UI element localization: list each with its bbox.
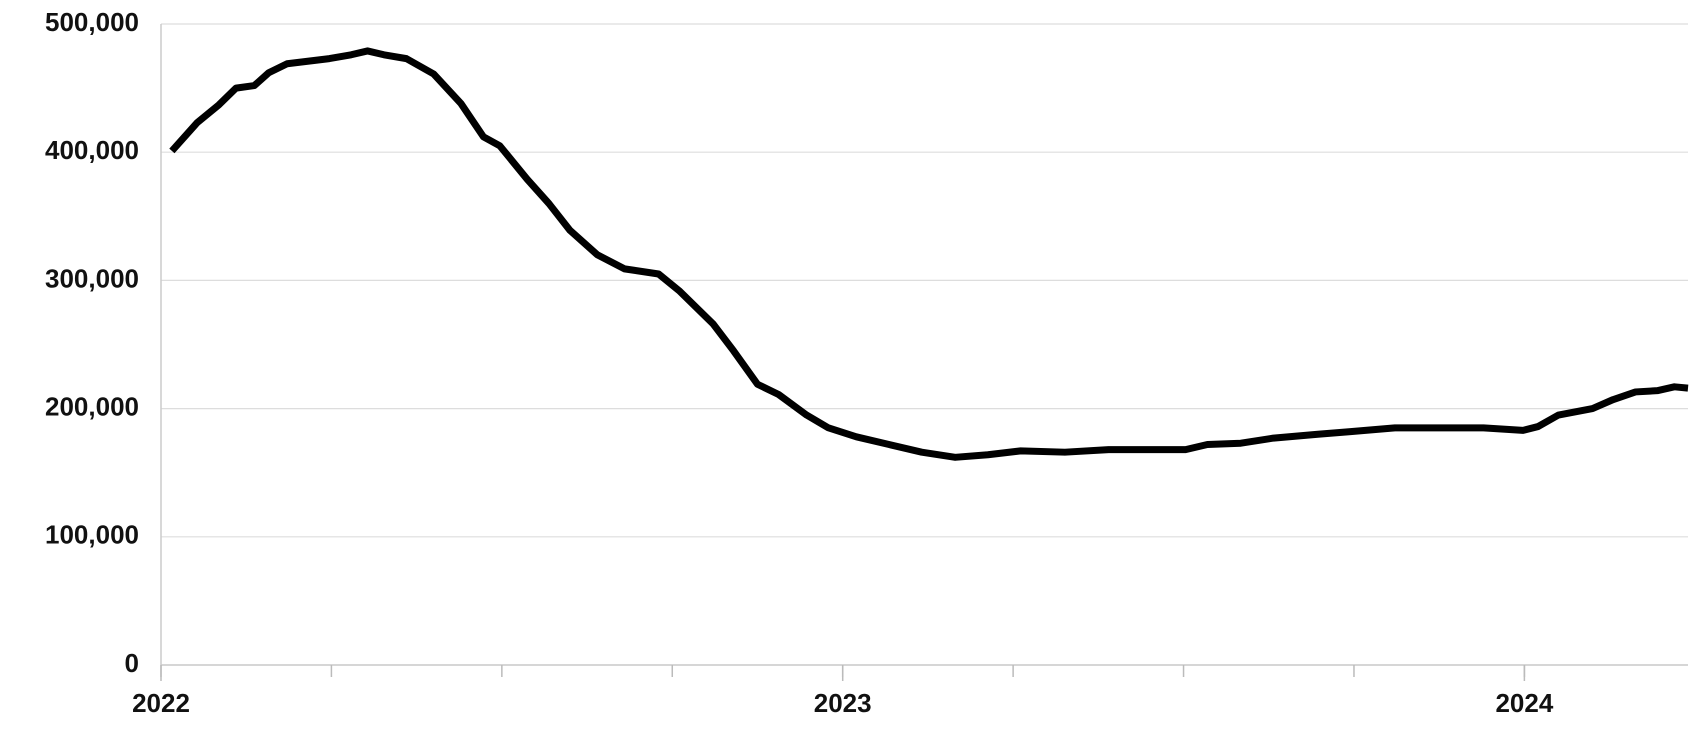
y-tick-label: 100,000 [45, 520, 139, 550]
line-series [169, 47, 1689, 461]
y-tick-label: 200,000 [45, 391, 139, 421]
x-tick-label: 2023 [814, 688, 872, 718]
y-tick-label: 500,000 [45, 7, 139, 37]
y-tick-label: 400,000 [45, 135, 139, 165]
x-tick-label: 2024 [1495, 688, 1553, 718]
y-tick-label: 300,000 [45, 263, 139, 293]
y-tick-label: 0 [125, 648, 139, 678]
x-tick-label: 2022 [132, 688, 190, 718]
